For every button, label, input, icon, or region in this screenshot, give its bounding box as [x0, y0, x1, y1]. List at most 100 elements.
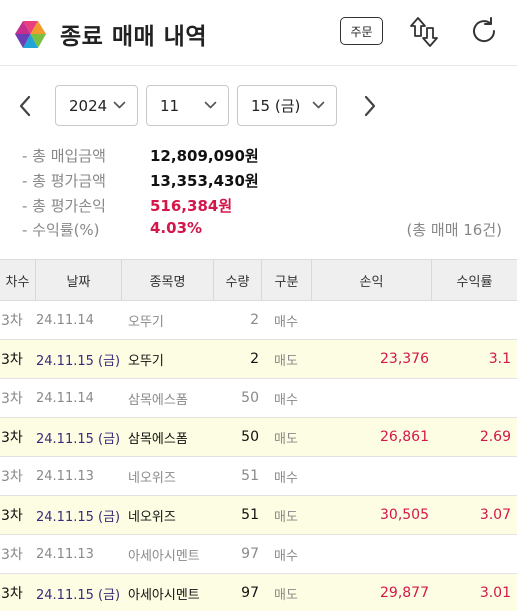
cell-rate: 2.69: [479, 429, 511, 445]
month-select[interactable]: 11: [146, 85, 229, 126]
summary-value: 12,809,090원: [150, 147, 259, 165]
chevron-down-icon: [113, 101, 126, 109]
cell-round: 3차: [1, 469, 23, 485]
cell-qty: 2: [250, 312, 259, 328]
cell-name: 삼목에스폼: [128, 431, 188, 447]
cell-qty: 51: [241, 507, 259, 523]
cell-type: 매도: [274, 509, 298, 525]
cell-pl: 23,376: [380, 351, 429, 367]
summary-value: 516,384원: [150, 197, 233, 215]
cell-date: 24.11.15 (금): [36, 431, 121, 447]
column-header-rate[interactable]: 수익률: [456, 274, 493, 290]
cell-type: 매수: [274, 392, 298, 408]
table-row[interactable]: 3차 24.11.13 네오위즈 51 매수: [0, 457, 517, 496]
column-header-name[interactable]: 종목명: [122, 260, 214, 300]
summary-return: - 수익률(%) 4.03% (총 매매 16건): [22, 219, 502, 241]
cell-rate: 3.07: [479, 507, 511, 523]
cell-qty: 2: [250, 351, 259, 367]
cell-name: 오뚜기: [128, 314, 164, 330]
cell-qty: 51: [241, 468, 259, 484]
cell-rate: [433, 535, 511, 573]
table-row[interactable]: 3차 24.11.14 삼목에스폼 50 매수: [0, 379, 517, 418]
page-title: 종료 매매 내역: [60, 24, 207, 50]
summary-total-eval: - 총 평가금액 13,353,430원: [22, 170, 502, 192]
next-date-arrow-icon[interactable]: [360, 93, 380, 119]
refresh-icon[interactable]: [468, 15, 500, 47]
cell-round: 3차: [1, 391, 23, 407]
order-button[interactable]: 주문: [340, 17, 383, 45]
cell-name: 오뚜기: [128, 353, 164, 369]
swap-sort-icon[interactable]: [406, 14, 442, 50]
cell-round: 3차: [1, 352, 23, 368]
column-header-round[interactable]: 차수: [0, 260, 36, 300]
summary-total-pl: - 총 평가손익 516,384원: [22, 195, 502, 217]
year-select-value: 2024: [69, 96, 108, 115]
cell-qty: 50: [241, 390, 259, 406]
cell-pl: 30,505: [380, 507, 429, 523]
summary-label: - 총 평가손익: [22, 197, 106, 215]
cell-pl: [312, 301, 429, 339]
month-select-value: 11: [160, 96, 180, 115]
table-header: 차수 날짜 종목명 수량 구분 손익 수익률: [0, 259, 517, 301]
cell-rate: [433, 379, 511, 417]
year-select[interactable]: 2024: [55, 85, 138, 126]
cell-pl: [312, 535, 429, 573]
summary-value: 4.03%: [150, 219, 203, 237]
summary-label: - 총 매입금액: [22, 147, 106, 165]
prev-date-arrow-icon[interactable]: [15, 93, 35, 119]
cell-name: 네오위즈: [128, 509, 176, 525]
summary-value: 13,353,430원: [150, 172, 259, 190]
column-header-date[interactable]: 날짜: [36, 260, 122, 300]
table-row[interactable]: 3차 24.11.15 (금) 오뚜기 2 매도 23,376 3.1: [0, 340, 517, 379]
column-header-qty[interactable]: 수량: [214, 260, 262, 300]
cell-round: 3차: [1, 586, 23, 602]
cell-type: 매수: [274, 470, 298, 486]
day-select-value: 15 (금): [251, 97, 301, 115]
table-row[interactable]: 3차 24.11.15 (금) 아세아시멘트 97 매도 29,877 3.01: [0, 574, 517, 611]
cell-type: 매수: [274, 548, 298, 564]
app-logo-icon: [15, 21, 46, 48]
summary-label: - 수익률(%): [22, 221, 100, 239]
cell-pl: 29,877: [380, 585, 429, 601]
app-header: 종료 매매 내역 주문: [0, 0, 517, 66]
column-header-pl[interactable]: 손익: [312, 260, 432, 300]
cell-rate: 3.01: [479, 585, 511, 601]
table-row[interactable]: 3차 24.11.13 아세아시멘트 97 매수: [0, 535, 517, 574]
summary-total-buy: - 총 매입금액 12,809,090원: [22, 145, 502, 167]
cell-type: 매수: [274, 314, 298, 330]
cell-rate: [433, 301, 511, 339]
cell-pl: 26,861: [380, 429, 429, 445]
cell-qty: 50: [241, 429, 259, 445]
cell-pl: [312, 457, 429, 495]
cell-date: 24.11.14: [36, 312, 94, 328]
cell-date: 24.11.13: [36, 546, 94, 562]
cell-name: 아세아시멘트: [128, 548, 200, 564]
table-row[interactable]: 3차 24.11.15 (금) 네오위즈 51 매도 30,505 3.07: [0, 496, 517, 535]
cell-name: 삼목에스폼: [128, 392, 188, 408]
cell-round: 3차: [1, 313, 23, 329]
cell-pl: [312, 379, 429, 417]
cell-qty: 97: [241, 546, 259, 562]
cell-rate: [433, 457, 511, 495]
cell-date: 24.11.15 (금): [36, 353, 121, 369]
cell-type: 매도: [274, 353, 298, 369]
cell-type: 매도: [274, 431, 298, 447]
cell-type: 매도: [274, 587, 298, 603]
cell-round: 3차: [1, 430, 23, 446]
chevron-down-icon: [312, 101, 325, 109]
column-header-type[interactable]: 구분: [262, 260, 312, 300]
table-row[interactable]: 3차 24.11.15 (금) 삼목에스폼 50 매도 26,861 2.69: [0, 418, 517, 457]
cell-round: 3차: [1, 547, 23, 563]
trade-count: (총 매매 16건): [406, 221, 502, 239]
cell-date: 24.11.13: [36, 468, 94, 484]
cell-rate: 3.1: [488, 351, 511, 367]
cell-name: 아세아시멘트: [128, 587, 200, 603]
summary-label: - 총 평가금액: [22, 172, 106, 190]
cell-date: 24.11.15 (금): [36, 587, 121, 603]
cell-date: 24.11.15 (금): [36, 509, 121, 525]
table-row[interactable]: 3차 24.11.14 오뚜기 2 매수: [0, 301, 517, 340]
cell-round: 3차: [1, 508, 23, 524]
day-select[interactable]: 15 (금): [237, 85, 337, 126]
chevron-down-icon: [204, 101, 217, 109]
cell-date: 24.11.14: [36, 390, 94, 406]
